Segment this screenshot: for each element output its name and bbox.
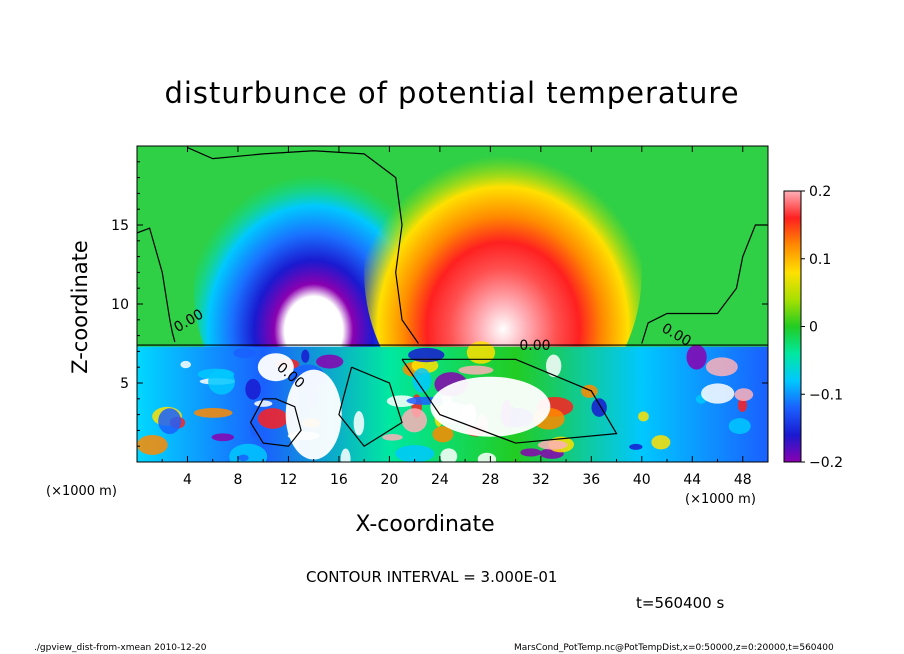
lower-layer-blob [638,411,649,422]
lower-layer-blob [705,357,738,377]
x-tick-label: 12 [280,472,298,488]
lower-layer-blob [316,354,344,369]
lower-layer-blob [340,448,351,462]
lower-layer-blob [353,411,365,436]
lower-layer-blob [233,347,256,359]
x-tick-label: 28 [481,472,499,488]
x-tick-label: 48 [734,472,752,488]
footer-script-name: ./gpview_dist-from-xmean 2010-12-20 [34,643,207,653]
lower-layer-blob [257,353,294,382]
x-unit-label-left: (×1000 m) [46,484,117,499]
lower-layer-blob [301,349,310,363]
lower-layer-blob [430,376,551,437]
lower-layer-blob [734,388,754,401]
zero-contour-right [641,224,768,344]
lower-layer-blobs [137,341,754,462]
colorbar [783,190,802,463]
lower-layer-blob [395,445,435,462]
lower-contour [249,398,302,447]
lower-layer-blob [537,440,568,450]
lower-layer-blob [432,426,454,443]
lower-layer-blob [180,360,192,369]
lower-layer-blob [520,448,542,457]
lower-layer-blob [545,354,562,378]
lower-layer-blob [408,347,445,363]
chart-title: disturbunce of potential temperature [164,76,740,110]
colorbar-tick-label: 0.1 [809,252,831,268]
y-axis-label: Z-coordinate [68,240,92,374]
lower-layer-blob [458,365,494,375]
heatmap-field [137,146,768,462]
x-tick-label: 40 [633,472,651,488]
lower-layer-blob [137,434,168,455]
lower-layer-blob [651,435,671,450]
y-tick-label: 10 [111,297,129,313]
lower-layer-blob [591,398,607,417]
footer-data-source: MarsCond_PotTemp.nc@PotTempDist,x=0:5000… [514,643,834,653]
lower-layer-blob [254,400,273,407]
x-axis-label: X-coordinate [355,512,495,537]
lower-layer-blob [245,378,261,400]
contour-label: 0.00 [519,338,550,354]
x-tick-label: 8 [233,472,242,488]
contour-lines [137,147,768,447]
lower-layer-blob [728,418,751,435]
lower-layer-blob [686,344,707,370]
x-unit-label-right: (×1000 m) [685,492,756,507]
lower-layer-blob [208,369,235,395]
lower-contour [401,358,618,444]
contour-interval-text: CONTOUR INTERVAL = 3.000E-01 [306,568,558,586]
lower-layer-blob [629,443,643,450]
lower-layer-blob [257,408,288,429]
colorbar-tick-label: −0.2 [809,455,843,471]
lower-layer-blob [382,433,403,441]
x-tick-label: 24 [431,472,449,488]
x-tick-label: 4 [183,472,192,488]
lower-layer-blob [440,448,458,462]
y-tick-label: 15 [111,218,129,234]
x-tick-label: 44 [683,472,701,488]
lower-layer-blob [158,408,182,435]
colorbar-tick-label: 0 [809,320,818,336]
lower-layer-blob [477,452,497,462]
lower-layer-blob [211,433,235,442]
x-axis-ticks: 4 8 12 16 20 24 28 32 36 40 44 48 [161,146,769,488]
lower-layer-blob [193,407,233,418]
lower-layer-blob [412,367,432,393]
time-label: t=560400 s [636,594,725,612]
zero-contour-left [137,227,176,343]
colorbar-ticks: 0.2 0.1 0 −0.1 −0.2 [801,184,843,471]
lower-layer-blob [737,398,748,412]
zero-contour-center [187,147,419,344]
lower-layer-blob [401,408,427,433]
x-tick-label: 16 [330,472,348,488]
lower-layer-blob [238,454,249,462]
x-tick-label: 32 [532,472,550,488]
y-axis-ticks: 5 10 15 [111,161,768,447]
lower-layer-blob [285,369,342,460]
colorbar-tick-label: −0.1 [809,387,843,403]
lower-layer-blob [466,341,496,364]
x-tick-label: 36 [582,472,600,488]
lower-contour [338,366,403,447]
lower-layer-blob [581,384,598,398]
x-tick-label: 20 [380,472,398,488]
lower-layer-blob [701,383,735,404]
y-tick-label: 5 [120,376,129,392]
colorbar-tick-label: 0.2 [809,184,831,200]
